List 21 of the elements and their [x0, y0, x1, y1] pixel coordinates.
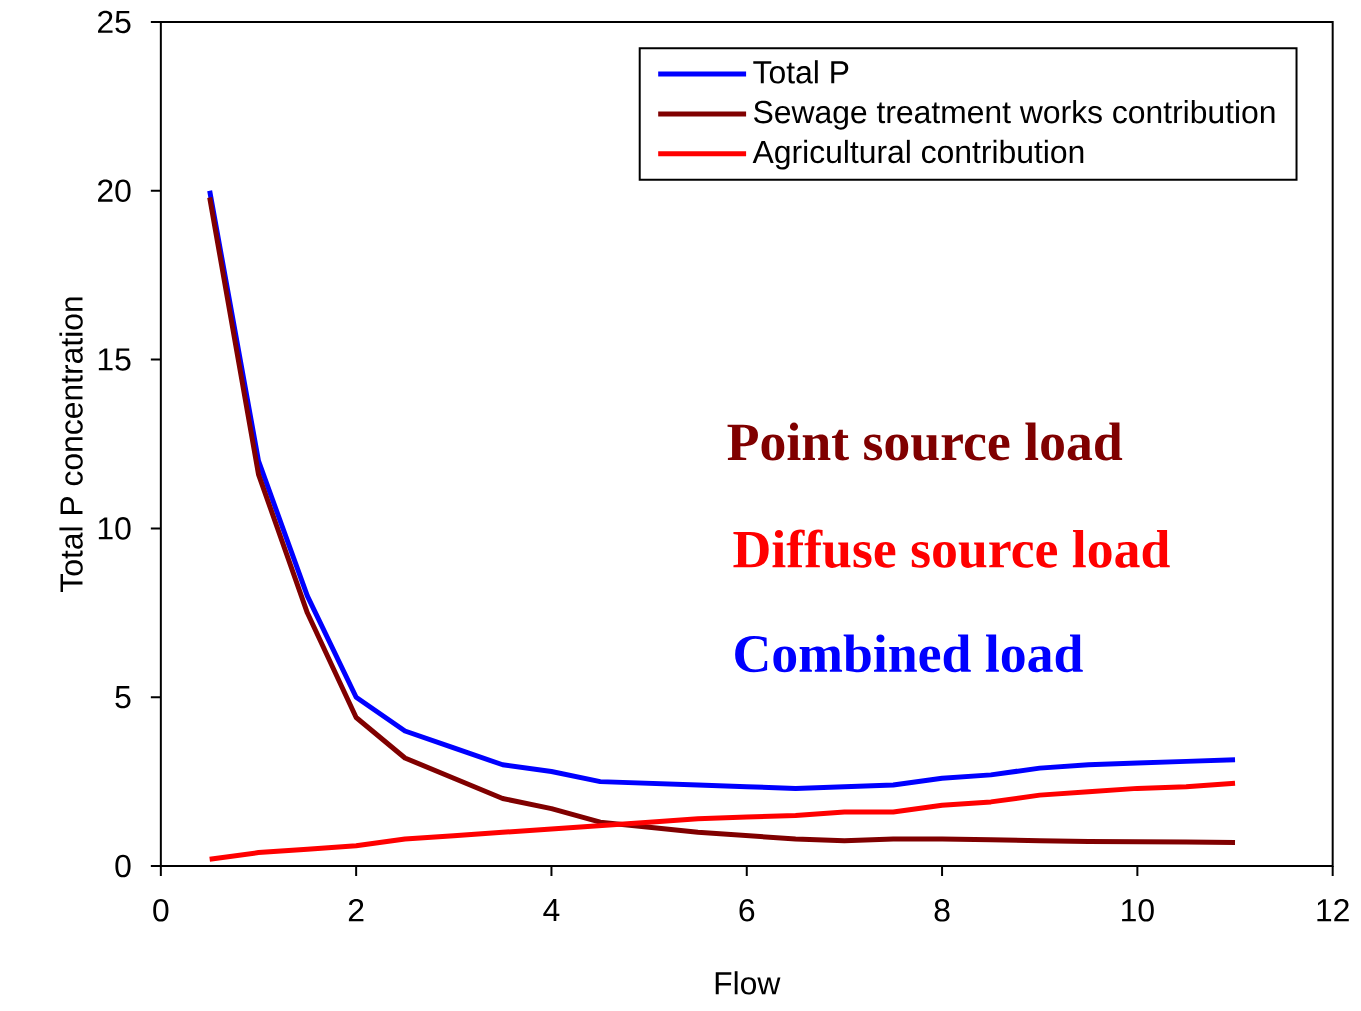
- x-tick-label: 6: [739, 899, 755, 922]
- annotation: Combined load: [735, 634, 1083, 673]
- x-tick-label: 2: [348, 899, 364, 922]
- x-tick-label: 12: [1317, 899, 1349, 922]
- y-axis-title: Total P concentration: [59, 297, 83, 593]
- x-axis-title: Flow: [715, 971, 781, 995]
- annotation: Point source load: [727, 422, 1123, 461]
- x-tick-label: 0: [153, 899, 169, 922]
- y-tick-label: 20: [98, 179, 131, 203]
- legend-label: Sewage treatment works contribution: [754, 100, 1275, 130]
- x-tick-label: 10: [1122, 899, 1154, 922]
- legend-label: Agricultural contribution: [752, 139, 1084, 170]
- y-tick-label: 0: [115, 854, 131, 878]
- annotation: Diffuse source load: [733, 529, 1170, 568]
- y-tick-label: 25: [98, 10, 131, 34]
- y-tick-label: 15: [98, 348, 131, 371]
- legend-label: Total P: [753, 60, 849, 84]
- y-tick-label: 10: [98, 517, 131, 540]
- x-tick-label: 8: [934, 899, 950, 922]
- x-tick-label: 4: [543, 899, 560, 921]
- y-tick-label: 5: [115, 686, 131, 709]
